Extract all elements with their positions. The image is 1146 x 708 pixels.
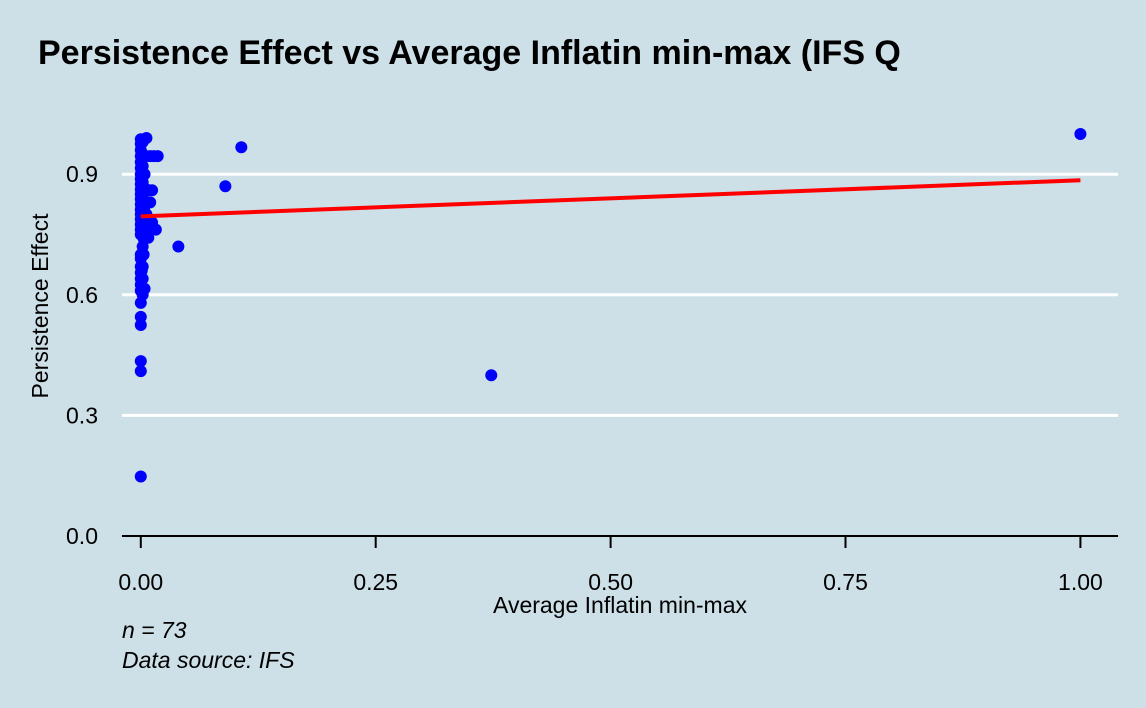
caption-source: Data source: IFS	[122, 647, 295, 673]
x-axis-title: Average Inflatin min-max	[493, 592, 747, 618]
y-tick-label: 0.0	[66, 523, 98, 549]
y-tick-label: 0.9	[66, 161, 98, 187]
x-tick-label: 0.50	[588, 569, 633, 595]
y-axis: 0.0 0.3 0.6 0.9	[66, 161, 98, 549]
regression-line	[140, 178, 1081, 219]
data-point	[137, 248, 150, 261]
data-point	[485, 369, 498, 382]
data-point	[138, 168, 151, 181]
gridlines	[122, 172, 1118, 417]
x-tick-label: 0.75	[823, 569, 868, 595]
data-point	[134, 365, 147, 378]
data-point	[149, 223, 162, 236]
x-tick-label: 1.00	[1058, 569, 1103, 595]
data-point	[172, 240, 185, 253]
data-points	[134, 128, 1087, 483]
data-point	[146, 184, 159, 197]
data-point	[135, 204, 148, 217]
data-point	[137, 232, 150, 245]
data-point	[134, 470, 147, 483]
x-tick-label: 0.25	[353, 569, 398, 595]
y-axis-title: Persistence Effect	[27, 213, 53, 399]
data-point	[235, 141, 248, 154]
data-point	[135, 264, 148, 277]
data-point	[134, 355, 147, 368]
data-point	[219, 180, 232, 193]
caption-n: n = 73	[122, 617, 187, 643]
data-point	[151, 150, 164, 163]
y-tick-label: 0.3	[66, 402, 98, 428]
x-axis: 0.00 0.25 0.50 0.75 1.00	[118, 536, 1103, 595]
data-point	[140, 132, 153, 145]
data-point	[1074, 128, 1087, 140]
x-tick-label: 0.00	[118, 569, 163, 595]
data-point	[138, 282, 151, 295]
y-tick-label: 0.6	[66, 282, 98, 308]
data-point	[134, 318, 147, 331]
chart-title: Persistence Effect vs Average Inflatin m…	[38, 34, 901, 72]
